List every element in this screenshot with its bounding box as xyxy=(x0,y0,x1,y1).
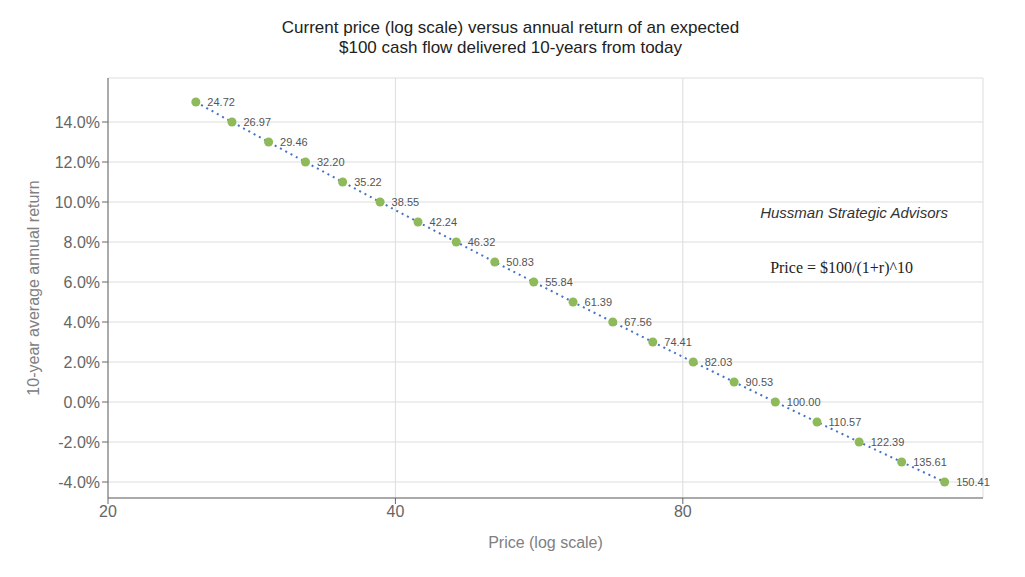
svg-text:42.24: 42.24 xyxy=(430,216,458,228)
svg-text:74.41: 74.41 xyxy=(664,336,692,348)
svg-text:82.03: 82.03 xyxy=(705,356,733,368)
svg-text:61.39: 61.39 xyxy=(585,296,613,308)
svg-text:135.61: 135.61 xyxy=(913,456,947,468)
svg-text:0.0%: 0.0% xyxy=(64,394,100,411)
svg-text:55.84: 55.84 xyxy=(545,276,573,288)
svg-text:122.39: 122.39 xyxy=(871,436,905,448)
svg-text:32.20: 32.20 xyxy=(317,156,345,168)
svg-text:2.0%: 2.0% xyxy=(64,354,100,371)
svg-text:80: 80 xyxy=(674,503,692,520)
svg-text:4.0%: 4.0% xyxy=(64,314,100,331)
svg-text:12.0%: 12.0% xyxy=(55,154,100,171)
svg-text:90.53: 90.53 xyxy=(746,376,774,388)
svg-text:150.41: 150.41 xyxy=(956,476,990,488)
svg-text:Price (log scale): Price (log scale) xyxy=(488,534,603,551)
svg-text:110.57: 110.57 xyxy=(829,416,862,428)
svg-text:24.72: 24.72 xyxy=(207,96,235,108)
svg-text:10-year average annual return: 10-year average annual return xyxy=(25,180,42,395)
svg-text:20: 20 xyxy=(99,503,117,520)
svg-text:-4.0%: -4.0% xyxy=(58,474,100,491)
svg-text:14.0%: 14.0% xyxy=(55,114,100,131)
svg-text:6.0%: 6.0% xyxy=(64,274,100,291)
html-text:Current price (log scale) vers: Current price (log scale) versus annual … xyxy=(281,18,740,37)
svg-text:10.0%: 10.0% xyxy=(55,194,100,211)
svg-text:100.00: 100.00 xyxy=(787,396,821,408)
svg-text:26.97: 26.97 xyxy=(243,116,271,128)
html-text:Hussman Strategic Advisors: Hussman Strategic Advisors xyxy=(760,204,948,221)
svg-text:-2.0%: -2.0% xyxy=(58,434,100,451)
svg-text:29.46: 29.46 xyxy=(280,136,308,148)
html-text:Price = $100/(1+r)^10: Price = $100/(1+r)^10 xyxy=(770,258,913,276)
svg-text:40: 40 xyxy=(387,503,405,520)
svg-text:67.56: 67.56 xyxy=(624,316,652,328)
svg-text:38.55: 38.55 xyxy=(392,196,420,208)
html-text:$100 cash flow delivered 10-ye: $100 cash flow delivered 10-years from t… xyxy=(339,38,682,57)
svg-text:8.0%: 8.0% xyxy=(64,234,100,251)
svg-text:46.32: 46.32 xyxy=(468,236,496,248)
svg-text:35.22: 35.22 xyxy=(354,176,382,188)
svg-text:50.83: 50.83 xyxy=(506,256,534,268)
